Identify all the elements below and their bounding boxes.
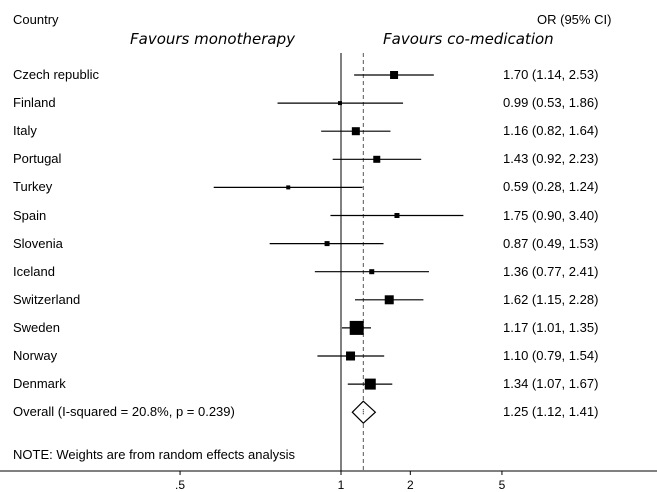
or-marker-portugal (373, 156, 380, 163)
country-label: Turkey (13, 179, 52, 194)
country-label: Czech republic (13, 67, 99, 82)
or-marker-czech-republic (390, 71, 398, 79)
country-label: Italy (13, 123, 37, 138)
country-label: Slovenia (13, 236, 63, 251)
or-marker-denmark (365, 379, 376, 390)
or-marker-spain (394, 213, 399, 218)
favours-monotherapy-label: Favours monotherapy (130, 30, 295, 48)
or-ci-value: 1.62 (1.15, 2.28) (503, 292, 598, 307)
or-ci-value: 1.70 (1.14, 2.53) (503, 67, 598, 82)
or-marker-sweden (350, 321, 364, 335)
or-marker-norway (346, 352, 355, 361)
or-ci-value: 1.75 (0.90, 3.40) (503, 208, 598, 223)
or-marker-slovenia (325, 241, 330, 246)
overall-label: Overall (I-squared = 20.8%, p = 0.239) (13, 404, 235, 419)
or-ci-value: 0.99 (0.53, 1.86) (503, 95, 598, 110)
or-ci-value: 0.59 (0.28, 1.24) (503, 179, 598, 194)
country-label: Portugal (13, 151, 61, 166)
x-tick-label: 5 (499, 478, 506, 492)
or-ci-value: 1.17 (1.01, 1.35) (503, 320, 598, 335)
x-tick-label: .5 (175, 478, 185, 492)
overall-diamond (352, 401, 375, 423)
or-ci-value: 1.10 (0.79, 1.54) (503, 348, 598, 363)
x-tick-label: 1 (338, 478, 345, 492)
or-ci-value: 1.34 (1.07, 1.67) (503, 376, 598, 391)
or-ci-value: 1.16 (0.82, 1.64) (503, 123, 598, 138)
or-ci-value: 0.87 (0.49, 1.53) (503, 236, 598, 251)
country-label: Sweden (13, 320, 60, 335)
or-ci-value: 1.43 (0.92, 2.23) (503, 151, 598, 166)
or-ci-value: 1.36 (0.77, 2.41) (503, 264, 598, 279)
weights-note: NOTE: Weights are from random effects an… (13, 447, 295, 462)
or-marker-turkey (286, 185, 290, 189)
country-label: Switzerland (13, 292, 80, 307)
country-label: Finland (13, 95, 56, 110)
country-label: Spain (13, 208, 46, 223)
or-marker-iceland (369, 269, 374, 274)
x-tick-label: 2 (407, 478, 414, 492)
country-label: Iceland (13, 264, 55, 279)
favours-comedication-label: Favours co-medication (383, 30, 554, 48)
or-marker-finland (338, 101, 342, 105)
or-column-header: OR (95% CI) (537, 12, 611, 27)
or-marker-italy (352, 127, 360, 135)
or-marker-switzerland (385, 295, 394, 304)
country-label: Norway (13, 348, 57, 363)
overall-or-ci-value: 1.25 (1.12, 1.41) (503, 404, 598, 419)
country-column-header: Country (13, 12, 59, 27)
country-label: Denmark (13, 376, 66, 391)
